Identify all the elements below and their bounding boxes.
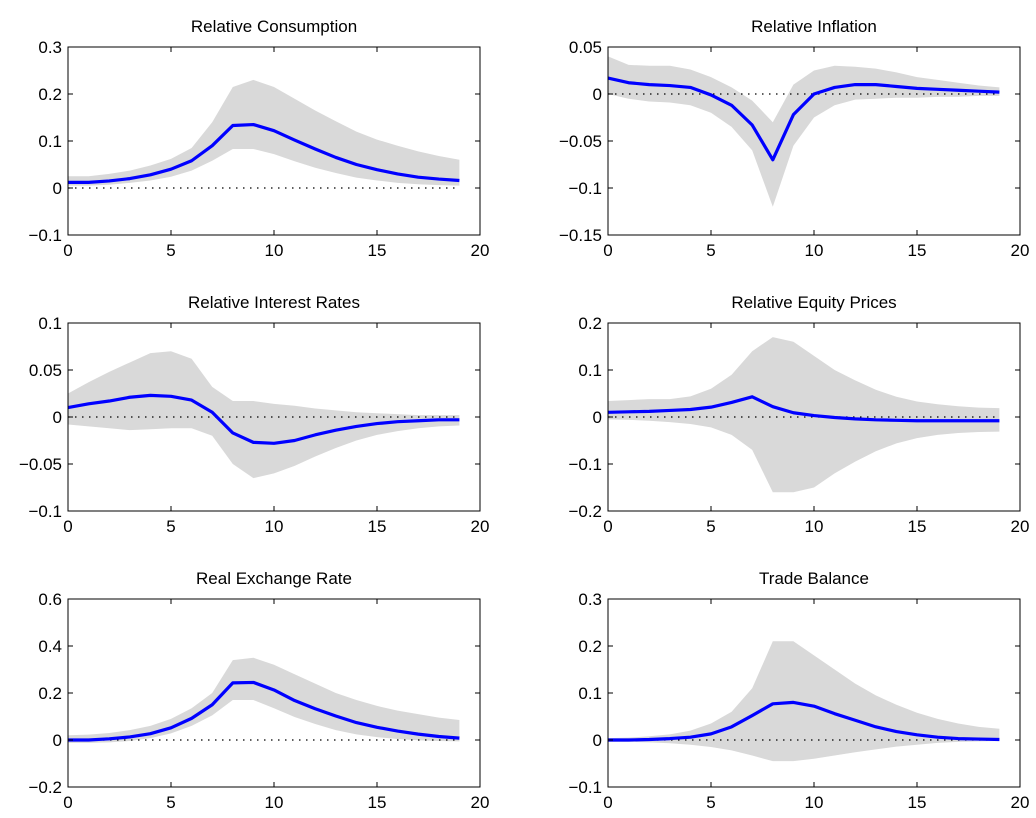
x-tick-label: 10 (265, 241, 284, 260)
impulse-response-line (68, 680, 460, 742)
x-tick-label: 15 (908, 241, 927, 260)
x-tick-label: 5 (706, 241, 715, 260)
chart-panel-2: 0 5 10 15 20 −0.15 −0.1 −0.05 0 0.05 Relative Infl… (559, 17, 1029, 260)
y-tick-label: 0.2 (578, 314, 602, 333)
x-tick-label: 20 (1011, 517, 1030, 536)
x-tick-label: 5 (166, 517, 175, 536)
y-tick-label: −0.1 (568, 455, 602, 474)
x-tick-label: 15 (908, 517, 927, 536)
x-tick-label: 15 (368, 517, 387, 536)
x-tick-label: 20 (471, 517, 490, 536)
y-tick-label: 0.05 (569, 38, 602, 57)
y-tick-label: 0.05 (29, 361, 62, 380)
impulse-response-line (607, 76, 1000, 162)
chart-title: Relative Consumption (191, 17, 357, 36)
y-tick-label: 0 (593, 408, 602, 427)
y-tick-label: −0.15 (559, 226, 602, 245)
y-tick-label: 0 (593, 85, 602, 104)
impulse-response-line (607, 395, 1000, 423)
y-tick-label: −0.05 (19, 455, 62, 474)
x-tick-label: 0 (63, 517, 72, 536)
y-tick-label: −0.1 (28, 226, 62, 245)
y-tick-label: 0.2 (38, 684, 62, 703)
y-tick-label: 0.3 (578, 590, 602, 609)
y-tick-label: 0.3 (38, 38, 62, 57)
chart-title: Trade Balance (759, 569, 869, 588)
y-tick-label: −0.05 (559, 132, 602, 151)
confidence-band (68, 79, 460, 186)
y-tick-label: 0 (593, 731, 602, 750)
chart-title: Relative Interest Rates (188, 293, 360, 312)
y-tick-label: −0.1 (568, 778, 602, 797)
y-tick-label: 0 (53, 731, 62, 750)
y-tick-label: −0.1 (28, 502, 62, 521)
x-tick-label: 5 (166, 793, 175, 812)
chart-panel-4: 0 5 10 15 20 −0.2 −0.1 0 0.1 0.2 Relative Equity P… (568, 293, 1029, 536)
y-tick-label: 0.2 (578, 637, 602, 656)
x-tick-label: 10 (265, 793, 284, 812)
x-tick-label: 10 (805, 517, 824, 536)
x-tick-label: 0 (603, 241, 612, 260)
y-tick-label: 0.1 (578, 684, 602, 703)
x-tick-label: 20 (1011, 793, 1030, 812)
y-tick-label: 0 (53, 408, 62, 427)
y-tick-label: −0.2 (28, 778, 62, 797)
y-tick-label: 0.2 (38, 85, 62, 104)
x-tick-label: 20 (471, 241, 490, 260)
x-tick-label: 0 (603, 793, 612, 812)
y-tick-label: −0.2 (568, 502, 602, 521)
x-tick-label: 5 (166, 241, 175, 260)
y-tick-label: 0 (53, 179, 62, 198)
confidence-band (608, 56, 1000, 207)
impulse-response-line (68, 122, 460, 184)
impulse-response-line (67, 393, 460, 445)
x-tick-label: 0 (63, 241, 72, 260)
confidence-band (608, 641, 1000, 762)
x-tick-label: 15 (368, 793, 387, 812)
y-tick-label: 0.6 (38, 590, 62, 609)
x-tick-label: 20 (471, 793, 490, 812)
confidence-band (68, 657, 460, 743)
x-tick-label: 10 (265, 517, 284, 536)
x-tick-label: 0 (603, 517, 612, 536)
y-tick-label: −0.1 (568, 179, 602, 198)
x-tick-label: 5 (706, 793, 715, 812)
x-tick-label: 20 (1011, 241, 1030, 260)
chart-title: Relative Inflation (751, 17, 877, 36)
impulse-response-line (608, 700, 1000, 742)
confidence-band (68, 351, 460, 479)
x-tick-label: 10 (805, 793, 824, 812)
x-tick-label: 15 (908, 793, 927, 812)
chart-title: Real Exchange Rate (196, 569, 352, 588)
y-tick-label: 0.4 (38, 637, 62, 656)
chart-title: Relative Equity Prices (731, 293, 896, 312)
y-tick-label: 0.1 (38, 314, 62, 333)
x-tick-label: 0 (63, 793, 72, 812)
y-tick-label: 0.1 (38, 132, 62, 151)
x-tick-label: 10 (805, 241, 824, 260)
chart-panel-3: 0 5 10 15 20 −0.1 −0.05 0 0.05 0.1 Relative Intere… (19, 293, 489, 536)
x-tick-label: 5 (706, 517, 715, 536)
x-tick-label: 15 (368, 241, 387, 260)
y-tick-label: 0.1 (578, 361, 602, 380)
